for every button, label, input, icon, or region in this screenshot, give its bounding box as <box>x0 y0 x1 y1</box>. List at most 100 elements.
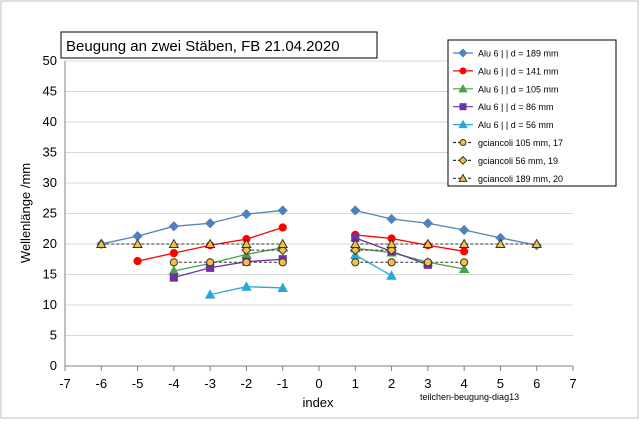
data-point <box>168 238 180 249</box>
data-point <box>386 238 397 249</box>
legend-marker <box>458 48 468 58</box>
series-line <box>355 209 537 246</box>
y-tick-label: 45 <box>43 84 57 99</box>
data-point <box>386 270 397 280</box>
data-point <box>460 258 469 267</box>
series-line <box>355 234 465 252</box>
chart-title-box: Beugung an zwei Stäben, FB 21.04.2020 <box>60 31 378 59</box>
legend-marker <box>458 119 468 129</box>
series-line <box>354 254 392 277</box>
data-point <box>169 258 178 267</box>
x-tick-label: 7 <box>569 376 576 391</box>
x-tick-label: -1 <box>277 376 289 391</box>
legend-label: Alu 6 | | d = 105 mm <box>478 84 558 94</box>
x-tick-label: 6 <box>533 376 540 391</box>
data-point <box>169 273 178 282</box>
x-tick-label: -7 <box>59 376 71 391</box>
legend-marker <box>458 83 468 93</box>
data-point <box>387 258 396 267</box>
legend-label: Alu 6 | | d = 141 mm <box>478 66 558 76</box>
data-point <box>277 282 288 292</box>
data-point <box>422 238 434 249</box>
y-tick-label: 20 <box>43 236 57 251</box>
series-line <box>101 209 283 245</box>
x-tick-label: 3 <box>424 376 431 391</box>
y-tick-label: 5 <box>50 328 57 343</box>
x-tick-label: 1 <box>352 376 359 391</box>
legend-marker <box>459 67 467 75</box>
legend-entry: Alu 6 | | d = 141 mm <box>453 66 558 76</box>
y-tick-label: 25 <box>43 206 57 221</box>
legend-entry: Alu 6 | | d = 189 mm <box>453 48 558 59</box>
data-point <box>459 224 470 236</box>
x-tick-label: -3 <box>204 376 216 391</box>
series-8 <box>96 238 542 249</box>
y-tick-label: 0 <box>50 358 57 373</box>
data-point <box>204 289 216 299</box>
data-point <box>350 244 361 256</box>
data-point <box>204 238 216 249</box>
data-point <box>241 238 252 249</box>
x-tick-label: 4 <box>461 376 468 391</box>
series-line <box>173 258 283 279</box>
data-point <box>278 223 287 232</box>
legend-marker <box>458 173 468 182</box>
series-7 <box>241 244 397 256</box>
y-tick-label: 50 <box>43 53 57 68</box>
y-axis-label: Wellenlänge /mm <box>18 163 33 263</box>
x-tick-label: 0 <box>315 376 322 391</box>
data-point <box>423 258 432 267</box>
legend: Alu 6 | | d = 189 mm Alu 6 | | d = 141 mm… <box>447 39 617 187</box>
legend-entry: Alu 6 | | d = 86 mm <box>453 102 553 112</box>
data-point <box>96 238 107 249</box>
data-point <box>278 258 287 267</box>
legend-entry: gciancoli 56 mm, 19 <box>453 155 558 166</box>
legend-entry: Alu 6 | | d = 56 mm <box>453 119 553 130</box>
data-point <box>277 205 288 216</box>
series-line <box>173 247 283 272</box>
x-axis-label: index <box>302 395 334 410</box>
data-point <box>206 258 215 267</box>
legend-marker <box>459 139 467 146</box>
data-point <box>531 238 542 249</box>
data-point <box>241 209 252 220</box>
data-point <box>495 238 506 249</box>
legend-entry: Alu 6 | | d = 105 mm <box>453 83 558 94</box>
legend-label: Alu 6 | | d = 189 mm <box>478 49 558 59</box>
legend-entry: gciancoli 105 mm, 17 <box>453 138 563 148</box>
y-tick-label: 35 <box>43 145 57 160</box>
x-tick-label: -6 <box>96 376 108 391</box>
data-point <box>241 281 252 291</box>
data-point <box>133 256 142 266</box>
data-point <box>277 244 288 256</box>
data-point <box>350 238 361 249</box>
x-tick-label: -5 <box>132 376 144 391</box>
legend-box <box>447 39 617 187</box>
data-point <box>351 258 360 267</box>
data-point <box>460 247 469 256</box>
chart-title: Beugung an zwei Stäben, FB 21.04.2020 <box>66 38 340 55</box>
series-6 <box>169 258 469 267</box>
legend-label: gciancoli 105 mm, 17 <box>478 138 563 148</box>
data-point <box>277 238 288 249</box>
x-tick-label: 2 <box>388 376 395 391</box>
footnote: teilchen-beugung-diag13 <box>420 392 519 402</box>
data-point <box>350 205 361 216</box>
data-point <box>242 258 251 267</box>
legend-marker <box>459 103 467 111</box>
y-tick-label: 40 <box>43 114 57 129</box>
data-point <box>169 249 178 258</box>
y-tick-label: 30 <box>43 175 57 190</box>
data-point <box>241 244 252 256</box>
data-point <box>132 238 143 249</box>
legend-label: Alu 6 | | d = 86 mm <box>478 102 553 112</box>
data-point <box>386 213 397 225</box>
data-point <box>458 238 470 249</box>
data-point <box>422 218 433 229</box>
x-tick-label: -4 <box>168 376 180 391</box>
y-tick-label: 15 <box>43 267 57 282</box>
legend-label: gciancoli 56 mm, 19 <box>478 156 558 166</box>
legend-marker <box>458 155 468 165</box>
